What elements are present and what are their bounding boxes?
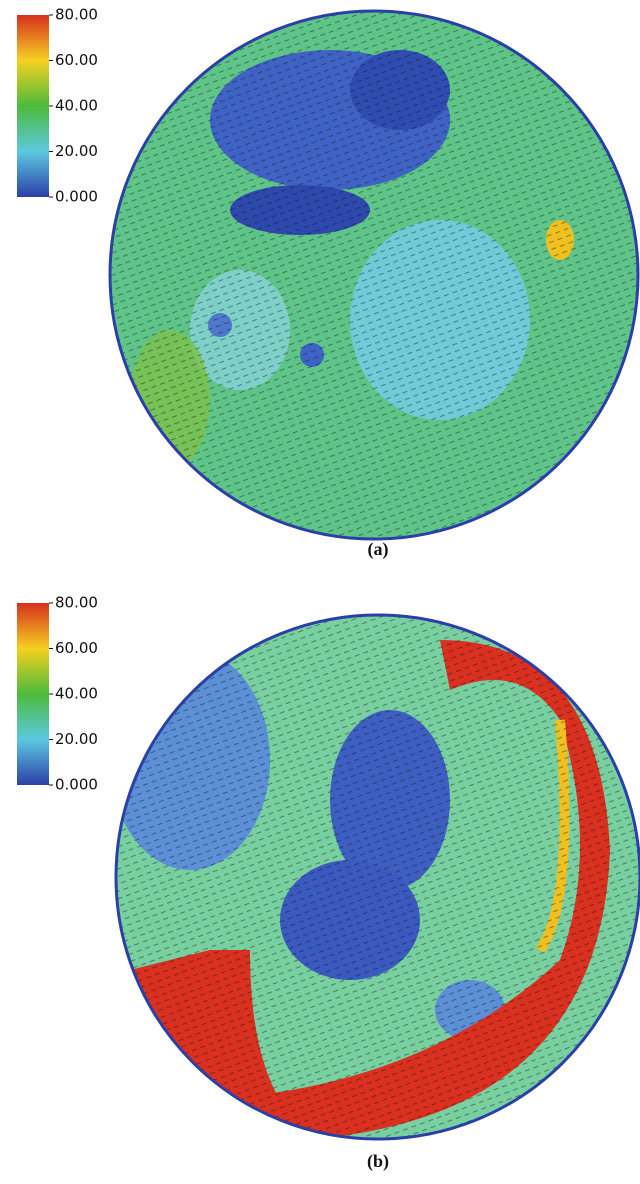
colorbar-label: 80.00 bbox=[55, 6, 98, 24]
colorbar-label: 20.00 bbox=[55, 142, 98, 160]
colorbar-label: 20.00 bbox=[55, 730, 98, 748]
colorbar-label: 60.00 bbox=[55, 639, 98, 657]
colorbar-label: 40.00 bbox=[55, 97, 98, 115]
colorbar bbox=[17, 15, 49, 197]
panel-a bbox=[17, 9, 640, 541]
flow-field bbox=[110, 11, 638, 539]
caption: (b) bbox=[367, 1151, 389, 1172]
colorbar-label: 40.00 bbox=[55, 685, 98, 703]
boundary bbox=[108, 9, 640, 541]
colorbar-label: 80.00 bbox=[55, 594, 98, 612]
colorbar-label: 0.000 bbox=[55, 188, 98, 206]
colorbar-label: 60.00 bbox=[55, 51, 98, 69]
panel-b bbox=[17, 603, 640, 1141]
colorbar-label: 0.000 bbox=[55, 776, 98, 794]
flow-field bbox=[116, 615, 640, 1139]
colorbar bbox=[17, 603, 49, 785]
caption: (a) bbox=[368, 539, 389, 560]
boundary bbox=[114, 613, 640, 1141]
